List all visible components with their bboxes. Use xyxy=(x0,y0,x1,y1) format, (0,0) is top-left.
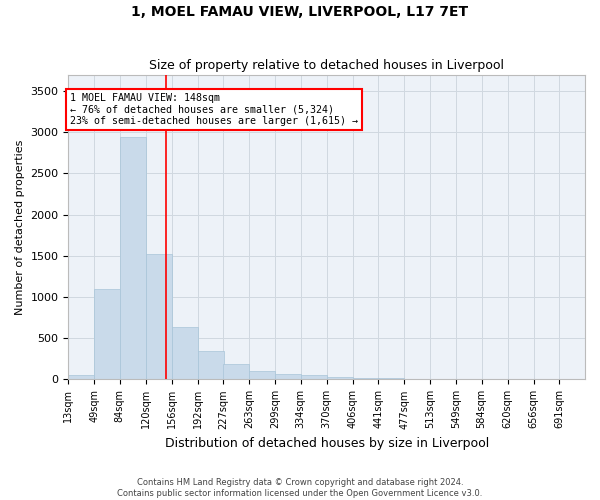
Bar xyxy=(94,289,121,380)
Bar xyxy=(172,326,198,380)
Bar xyxy=(301,375,327,380)
Text: 1 MOEL FAMAU VIEW: 148sqm
← 76% of detached houses are smaller (5,324)
23% of se: 1 MOEL FAMAU VIEW: 148sqm ← 76% of detac… xyxy=(70,92,358,126)
Y-axis label: Number of detached properties: Number of detached properties xyxy=(15,140,25,314)
Bar xyxy=(249,371,275,380)
Bar xyxy=(198,352,224,380)
X-axis label: Distribution of detached houses by size in Liverpool: Distribution of detached houses by size … xyxy=(164,437,489,450)
Title: Size of property relative to detached houses in Liverpool: Size of property relative to detached ho… xyxy=(149,59,504,72)
Bar xyxy=(146,254,172,380)
Text: 1, MOEL FAMAU VIEW, LIVERPOOL, L17 7ET: 1, MOEL FAMAU VIEW, LIVERPOOL, L17 7ET xyxy=(131,5,469,19)
Text: Contains HM Land Registry data © Crown copyright and database right 2024.
Contai: Contains HM Land Registry data © Crown c… xyxy=(118,478,482,498)
Bar xyxy=(353,378,379,380)
Bar xyxy=(223,364,249,380)
Bar xyxy=(378,378,404,380)
Bar xyxy=(120,137,146,380)
Bar xyxy=(404,378,430,380)
Bar xyxy=(68,375,94,380)
Bar xyxy=(327,377,353,380)
Bar xyxy=(275,374,301,380)
